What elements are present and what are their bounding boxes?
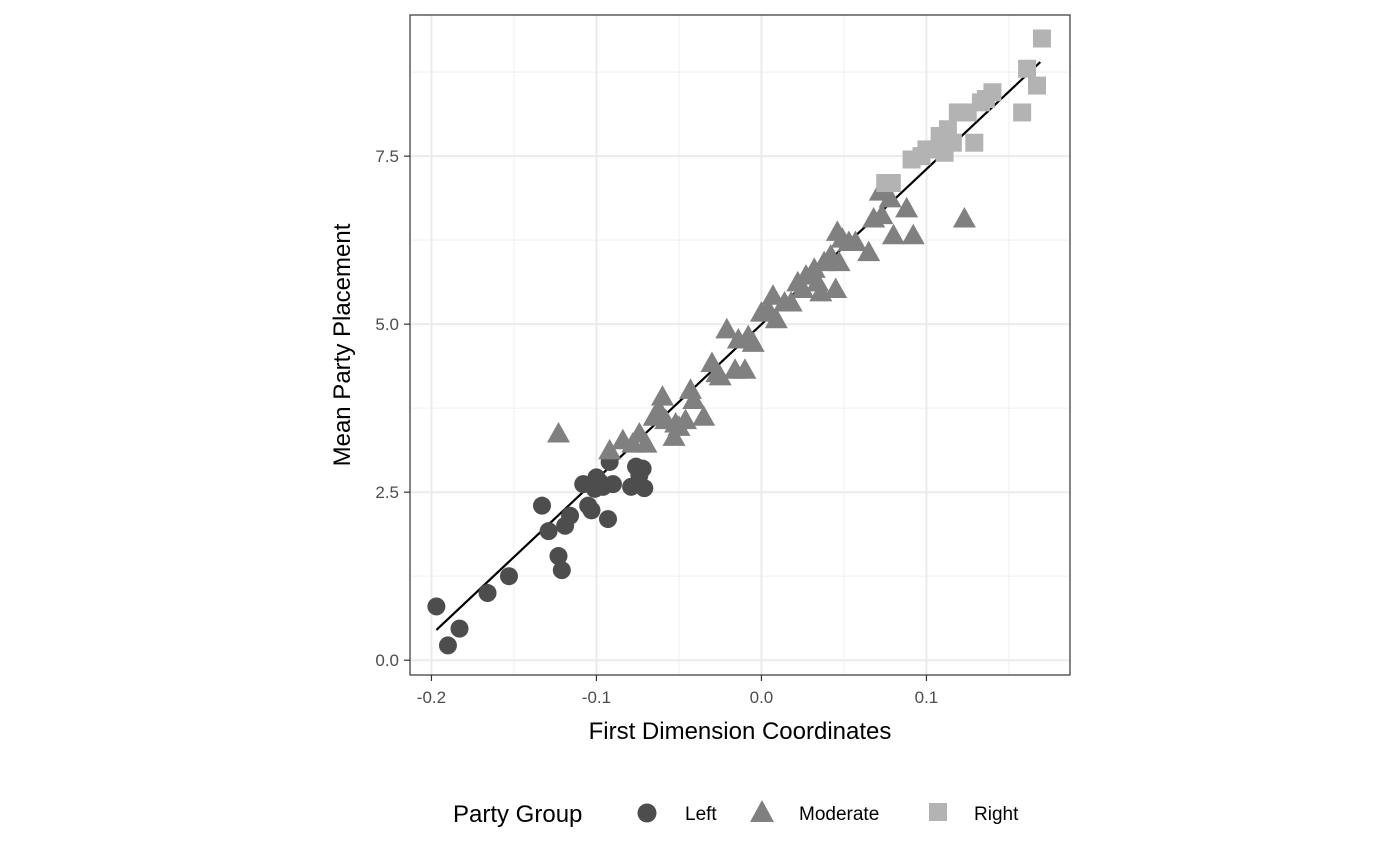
- x-tick-label: -0.1: [582, 688, 611, 707]
- point-left: [599, 510, 617, 529]
- legend-label-left: Left: [685, 804, 717, 825]
- point-right: [1013, 103, 1032, 122]
- point-moderate: [952, 206, 976, 228]
- point-moderate: [824, 277, 848, 299]
- point-moderate: [715, 317, 739, 339]
- point-moderate: [870, 203, 894, 225]
- point-left: [438, 636, 457, 655]
- point-moderate: [844, 230, 867, 252]
- legend-key-moderate: [750, 800, 774, 822]
- data-points: [427, 29, 1051, 655]
- point-moderate: [634, 432, 658, 453]
- point-left: [635, 479, 654, 498]
- point-moderate: [764, 307, 788, 329]
- point-right: [1032, 29, 1051, 48]
- legend: Party Group Left Moderate Right: [453, 800, 1019, 828]
- point-right: [983, 83, 1002, 102]
- point-left: [533, 496, 551, 515]
- point-left: [603, 475, 622, 494]
- x-tick-label: 0.0: [750, 688, 774, 707]
- point-moderate: [881, 223, 905, 245]
- point-moderate: [802, 257, 826, 278]
- point-moderate: [895, 196, 919, 218]
- point-moderate: [901, 223, 925, 245]
- point-left: [549, 547, 568, 566]
- point-left: [633, 459, 652, 478]
- legend-key-left: [637, 803, 657, 823]
- point-moderate: [761, 284, 785, 305]
- point-moderate: [674, 408, 698, 430]
- x-axis-title: First Dimension Coordinates: [589, 718, 892, 745]
- y-axis-title: Mean Party Placement: [329, 223, 356, 466]
- x-axis: -0.2 -0.1 0.0 0.1: [417, 675, 938, 707]
- point-moderate: [827, 250, 851, 272]
- y-tick-label: 0.0: [375, 651, 399, 670]
- point-left: [500, 567, 518, 586]
- point-right: [1018, 59, 1037, 78]
- legend-key-right: [929, 803, 947, 821]
- point-left: [478, 584, 497, 603]
- series-moderate: [547, 180, 976, 460]
- legend-label-right: Right: [974, 804, 1019, 825]
- point-left: [427, 597, 446, 616]
- series-left: [427, 452, 654, 655]
- plot-panel-border: [409, 14, 1071, 676]
- point-moderate: [741, 331, 765, 352]
- y-axis: 0.0 2.5 5.0 7.5: [375, 147, 410, 670]
- y-tick-label: 2.5: [375, 483, 399, 502]
- legend-title: Party Group: [453, 801, 582, 828]
- point-moderate: [708, 364, 732, 386]
- point-left: [561, 506, 580, 525]
- point-right: [1028, 76, 1046, 95]
- point-moderate: [547, 422, 570, 443]
- point-right: [943, 133, 962, 152]
- point-moderate: [878, 186, 902, 208]
- series-right: [876, 29, 1051, 193]
- point-moderate: [682, 388, 706, 409]
- point-moderate: [692, 405, 716, 426]
- point-left: [552, 561, 571, 580]
- point-right: [882, 174, 901, 193]
- point-moderate: [791, 277, 815, 299]
- legend-label-moderate: Moderate: [799, 804, 879, 825]
- point-moderate: [650, 385, 674, 406]
- x-tick-label: -0.2: [417, 688, 446, 707]
- point-left: [582, 501, 601, 520]
- y-tick-label: 7.5: [375, 147, 399, 166]
- x-tick-label: 0.1: [915, 688, 939, 707]
- point-moderate: [779, 291, 803, 312]
- y-tick-label: 5.0: [375, 315, 399, 334]
- point-left: [539, 522, 558, 541]
- point-left: [450, 619, 469, 638]
- point-moderate: [733, 358, 757, 379]
- point-right: [965, 133, 984, 152]
- point-moderate: [598, 438, 622, 460]
- grid-lines: [410, 15, 1070, 675]
- point-moderate: [857, 240, 881, 262]
